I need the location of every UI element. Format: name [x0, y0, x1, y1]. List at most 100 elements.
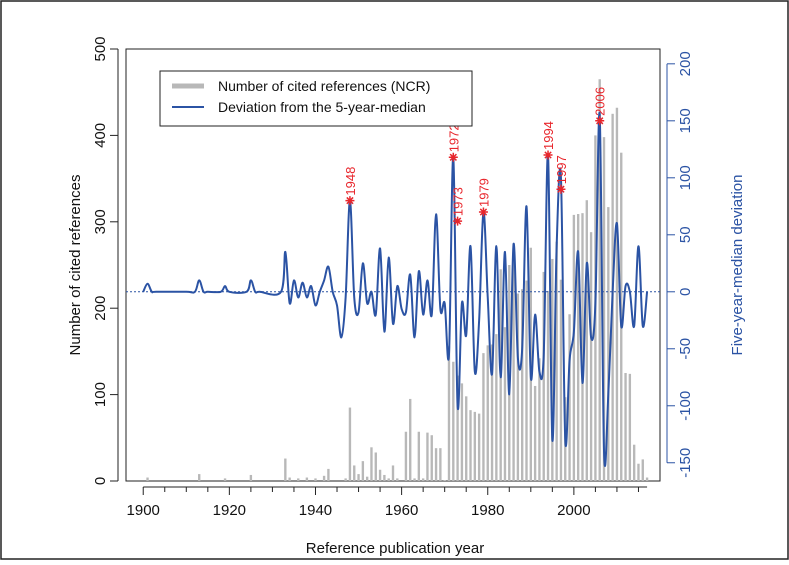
y-left-tick-label: 200 [92, 296, 109, 321]
ncr-bar [533, 385, 537, 481]
peak-marker [543, 150, 553, 160]
peak-label: 1972 [446, 123, 461, 152]
ncr-bar [546, 290, 550, 481]
y-right-tick-label: -100 [677, 391, 694, 421]
ncr-bar [456, 375, 459, 481]
ncr-bar [365, 476, 369, 481]
peak-label: 1979 [476, 178, 491, 207]
ncr-bar [426, 432, 429, 481]
y-right-tick-label: 100 [677, 165, 694, 190]
ncr-bar [477, 413, 481, 481]
ncr-bar [417, 431, 421, 481]
ncr-bar [404, 431, 408, 481]
deviation-line [142, 111, 649, 467]
ncr-bar [374, 452, 377, 481]
x-tick-label: 1920 [213, 502, 246, 519]
ncr-bar [555, 241, 558, 481]
peak-label: 1973 [451, 187, 466, 216]
ncr-bar [314, 478, 317, 481]
ncr-bar [516, 293, 520, 481]
ncr-bar [284, 458, 287, 481]
legend: Number of cited references (NCR) Deviati… [159, 70, 473, 127]
y-axis-right-label: Five-year-median deviation [729, 175, 746, 356]
ncr-bar [482, 353, 485, 481]
deviation-line-layer [142, 111, 649, 467]
ncr-bar [434, 448, 438, 481]
ncr-bar [322, 475, 326, 481]
ncr-bar [615, 107, 619, 481]
ncr-bar [602, 137, 606, 481]
ncr-bar [624, 373, 627, 481]
ncr-bar [409, 398, 412, 481]
ncr-bar [146, 477, 149, 481]
ncr-bar [469, 410, 472, 481]
ncr-bar [473, 411, 477, 481]
ncr-bar [645, 477, 649, 481]
ncr-bar [465, 396, 468, 481]
legend-label-line: Deviation from the 5-year-median [218, 99, 426, 115]
ncr-bar [348, 407, 352, 481]
x-tick-label: 1940 [299, 502, 332, 519]
ncr-bar [249, 474, 253, 481]
ncr-bar [559, 279, 563, 481]
ncr-bar [353, 465, 356, 481]
ncr-bar [413, 478, 416, 481]
ncr-bar [361, 461, 365, 481]
peak-label: 1997 [554, 155, 569, 184]
peak-marker [345, 196, 355, 206]
y-right-tick-label: 150 [677, 108, 694, 133]
ncr-bar [447, 346, 451, 481]
ncr-bar [486, 345, 489, 481]
ncr-bar [460, 383, 464, 481]
peak-marker [453, 216, 463, 226]
peak-label: 1994 [541, 121, 556, 150]
ncr-bar [370, 447, 373, 481]
ncr-bar [327, 468, 330, 481]
ncr-bar [508, 265, 511, 481]
ncr-bar [383, 474, 386, 481]
peak-marker [595, 116, 605, 126]
x-tick-label: 1980 [471, 502, 504, 519]
legend-box [159, 70, 473, 127]
peak-marker [556, 184, 566, 194]
ncr-bar [439, 448, 442, 481]
ncr-bar [607, 207, 610, 482]
ncr-bar [378, 469, 382, 481]
peak-marker [448, 152, 458, 162]
ncr-bar [542, 271, 545, 481]
x-tick-label: 1900 [127, 502, 160, 519]
y-right-tick-label: -150 [677, 448, 694, 478]
ncr-bar [521, 289, 524, 481]
y-left-tick-label: 0 [92, 477, 109, 485]
ncr-bar [223, 478, 227, 481]
ncr-bar [589, 232, 593, 481]
y-left-tick-label: 500 [92, 36, 109, 61]
peak-markers-layer: 1948 1972 1973 1979 1994 1997 2006 [343, 87, 608, 226]
y-left-tick-label: 100 [92, 382, 109, 407]
ncr-bar [357, 474, 360, 481]
y-axis-left-label: Number of cited references [67, 175, 84, 356]
ncr-bar [525, 280, 528, 481]
y-right-tick-label: 200 [677, 51, 694, 76]
ncr-bar [430, 435, 433, 481]
ncr-bar [443, 480, 446, 481]
y-right-tick-label: 50 [677, 226, 694, 243]
y-right-tick-label: -50 [677, 338, 694, 360]
ncr-bar [344, 478, 347, 481]
ncr-bar [288, 477, 291, 481]
ncr-bar [512, 252, 515, 481]
y-left-tick-label: 400 [92, 123, 109, 148]
ncr-bar [387, 478, 390, 481]
legend-label-bars: Number of cited references (NCR) [218, 78, 430, 94]
y-left-tick-label: 300 [92, 209, 109, 234]
x-tick-label: 2000 [557, 502, 590, 519]
ncr-bar [551, 258, 554, 481]
ncr-bar [495, 334, 498, 481]
ncr-bar [585, 200, 588, 481]
peak-label: 2006 [593, 87, 608, 116]
ncr-bar [628, 373, 632, 481]
ncr-bar [503, 327, 507, 481]
x-tick-label: 1960 [385, 502, 418, 519]
x-axis-label: Reference publication year [306, 540, 484, 557]
